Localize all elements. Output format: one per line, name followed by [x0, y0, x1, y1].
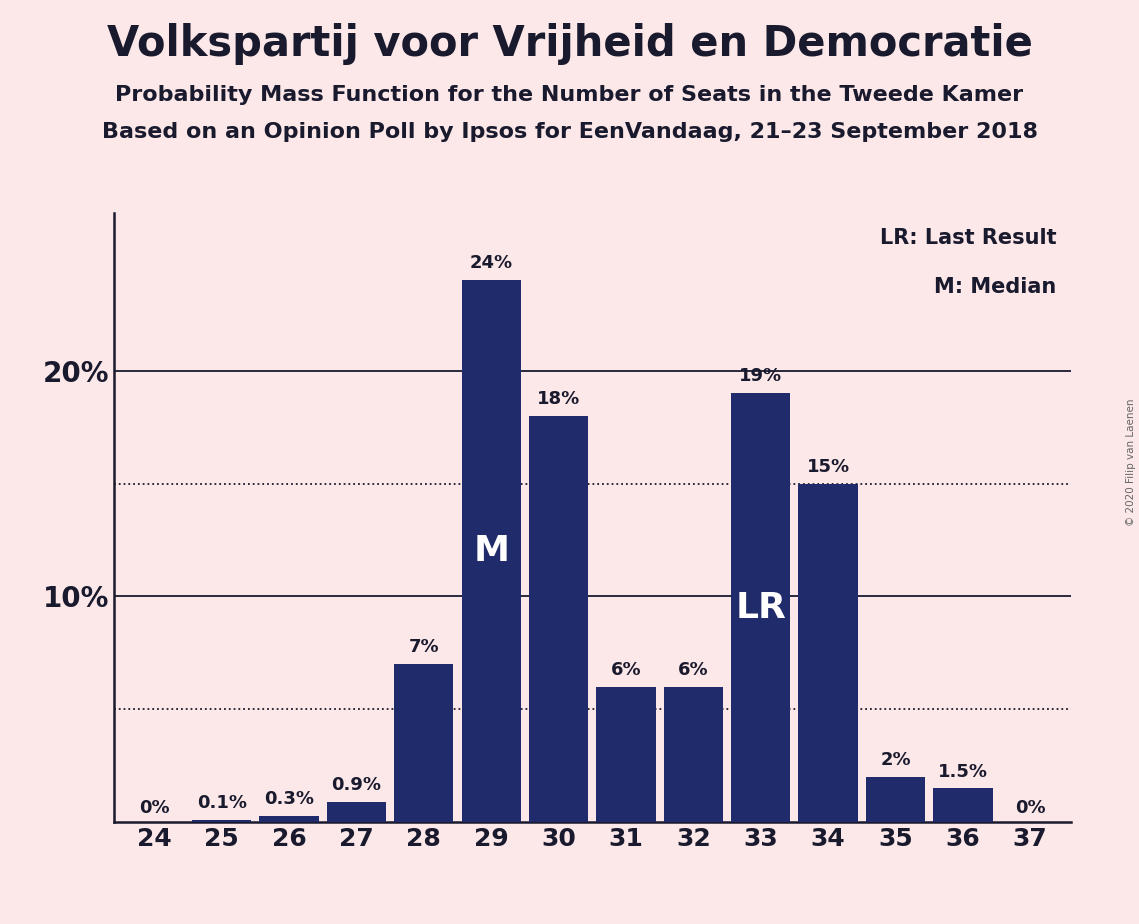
Text: 19%: 19%: [739, 368, 782, 385]
Bar: [933, 788, 992, 822]
Bar: [461, 280, 521, 822]
Text: Based on an Opinion Poll by Ipsos for EenVandaag, 21–23 September 2018: Based on an Opinion Poll by Ipsos for Ee…: [101, 122, 1038, 142]
Text: 0%: 0%: [1015, 798, 1046, 817]
Text: 1.5%: 1.5%: [937, 762, 988, 781]
Text: M: M: [473, 534, 509, 568]
Text: 18%: 18%: [536, 390, 580, 407]
Bar: [798, 483, 858, 822]
Bar: [327, 802, 386, 822]
Bar: [664, 687, 723, 822]
Text: 0.1%: 0.1%: [197, 795, 247, 812]
Bar: [260, 816, 319, 822]
Text: © 2020 Filip van Laenen: © 2020 Filip van Laenen: [1126, 398, 1136, 526]
Text: 7%: 7%: [409, 638, 440, 656]
Bar: [731, 394, 790, 822]
Bar: [597, 687, 656, 822]
Bar: [528, 416, 588, 822]
Text: 0.3%: 0.3%: [264, 790, 314, 808]
Bar: [394, 664, 453, 822]
Bar: [866, 777, 925, 822]
Text: Probability Mass Function for the Number of Seats in the Tweede Kamer: Probability Mass Function for the Number…: [115, 85, 1024, 105]
Text: 0%: 0%: [139, 798, 170, 817]
Text: 15%: 15%: [806, 457, 850, 476]
Bar: [192, 821, 252, 822]
Text: 2%: 2%: [880, 751, 911, 770]
Text: 6%: 6%: [678, 661, 708, 679]
Text: LR: LR: [736, 590, 786, 625]
Text: M: Median: M: Median: [934, 276, 1056, 297]
Text: 6%: 6%: [611, 661, 641, 679]
Text: 24%: 24%: [469, 254, 513, 273]
Text: 0.9%: 0.9%: [331, 776, 382, 794]
Text: Volkspartij voor Vrijheid en Democratie: Volkspartij voor Vrijheid en Democratie: [107, 23, 1032, 65]
Text: LR: Last Result: LR: Last Result: [879, 227, 1056, 248]
